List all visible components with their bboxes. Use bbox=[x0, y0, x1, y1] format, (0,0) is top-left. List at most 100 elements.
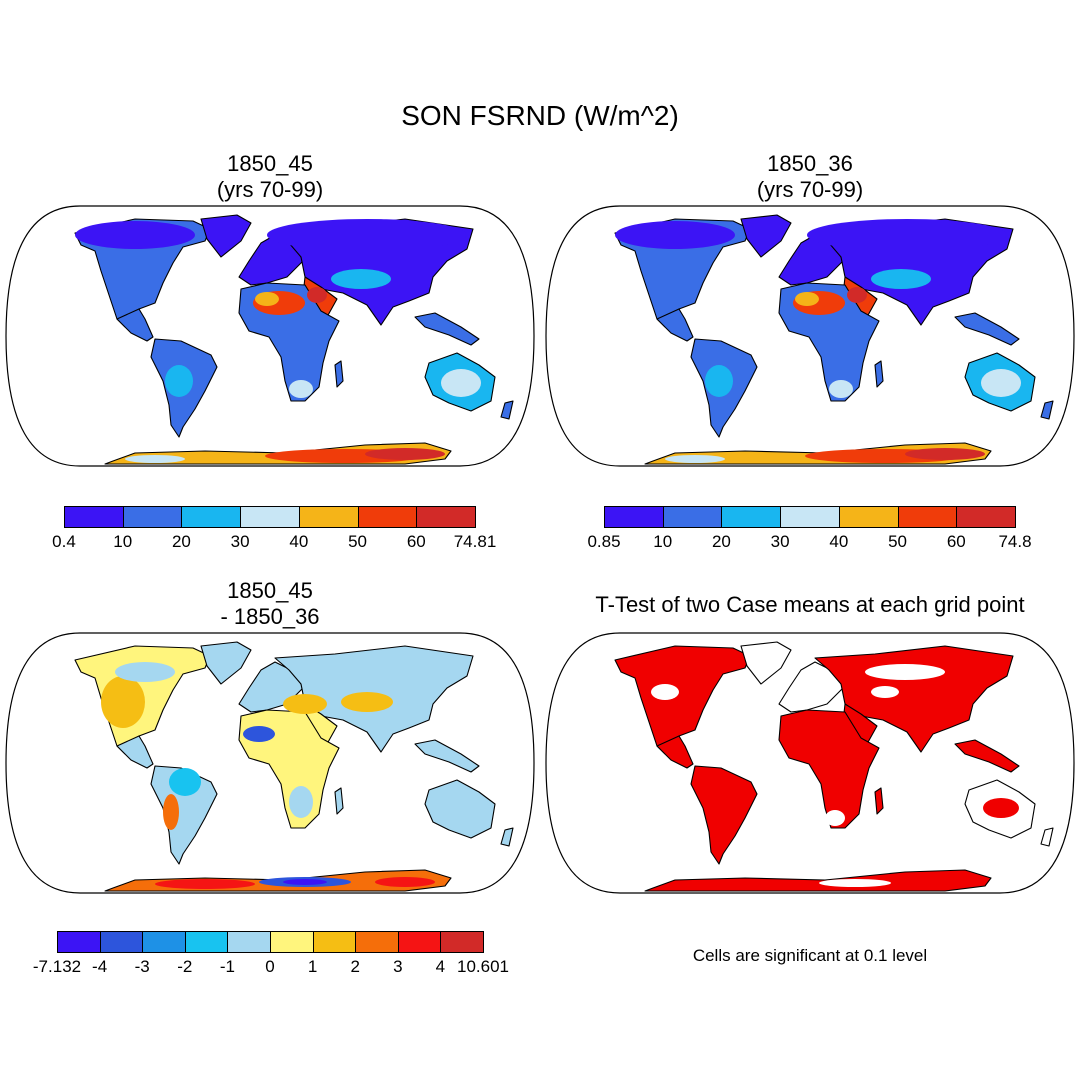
colorbar-box bbox=[397, 931, 442, 953]
map-ttest bbox=[545, 632, 1075, 894]
map-1850-36 bbox=[545, 205, 1075, 467]
region-kalahari bbox=[829, 380, 853, 398]
region-antarctic-peninsula bbox=[665, 455, 725, 463]
region-antarctic-plateau bbox=[905, 448, 985, 460]
colorbar-label: -2 bbox=[177, 957, 193, 976]
colorbar-label: 20 bbox=[711, 532, 731, 551]
colorbar-label: 0.4 bbox=[52, 532, 76, 551]
region-southern-africa bbox=[289, 786, 313, 818]
landmass-nz bbox=[500, 400, 514, 420]
landmass-ca bbox=[656, 308, 694, 342]
region-nonsig-safrica bbox=[825, 810, 845, 826]
region-antarctic-east bbox=[375, 877, 435, 887]
colorbar-box bbox=[357, 506, 418, 528]
landmass-ca bbox=[116, 308, 154, 342]
colorbar-label: 60 bbox=[946, 532, 966, 551]
panel-4-title: T-Test of two Case means at each grid po… bbox=[595, 592, 1025, 617]
region-kalahari bbox=[289, 380, 313, 398]
colorbar-label: -1 bbox=[219, 957, 235, 976]
colorbar-label: 60 bbox=[406, 532, 426, 551]
region-antarctic-peninsula bbox=[125, 455, 185, 463]
colorbar-box bbox=[184, 931, 229, 953]
region-aus-interior bbox=[441, 369, 481, 397]
colorbar-box bbox=[897, 506, 958, 528]
landmass-afr bbox=[778, 709, 880, 829]
map-border bbox=[545, 632, 1075, 894]
region-sig-australia bbox=[983, 798, 1019, 818]
landmass-grl bbox=[740, 641, 792, 685]
landmass-sea bbox=[414, 312, 480, 346]
region-andes bbox=[163, 794, 179, 830]
land-group bbox=[74, 214, 514, 465]
land-group bbox=[614, 214, 1054, 465]
landmass-asia bbox=[814, 645, 1014, 753]
landmass-sea bbox=[414, 739, 480, 773]
colorbar-label: -7.132 bbox=[32, 957, 82, 976]
colorbar-box bbox=[604, 506, 664, 528]
region-siberia bbox=[807, 219, 1007, 251]
landmass-madag bbox=[334, 360, 344, 388]
region-canada bbox=[115, 662, 175, 682]
landmass-ca bbox=[656, 735, 694, 769]
colorbar-label: -3 bbox=[134, 957, 150, 976]
colorbar-box bbox=[270, 931, 314, 953]
landmass-sea bbox=[954, 312, 1020, 346]
landmass-na bbox=[614, 645, 751, 755]
landmass-aus bbox=[424, 779, 496, 839]
colorbar-label: 10 bbox=[113, 532, 133, 551]
colorbar-label: 74.8 bbox=[998, 532, 1032, 551]
landmass-sa bbox=[690, 765, 758, 865]
colorbar-box bbox=[142, 931, 186, 953]
region-central-asia bbox=[871, 269, 931, 289]
region-aus-interior bbox=[981, 369, 1021, 397]
landmass-sa bbox=[150, 765, 218, 865]
panel-1-title: 1850_45 (yrs 70-99) bbox=[135, 151, 405, 203]
figure-title: SON FSRND (W/m^2) bbox=[401, 100, 679, 131]
region-mideast bbox=[283, 694, 327, 714]
landmass-ca bbox=[116, 735, 154, 769]
colorbar-box bbox=[956, 506, 1016, 528]
region-antarctic-min bbox=[283, 879, 327, 885]
colorbar-box bbox=[780, 506, 840, 528]
landmass-grl bbox=[200, 641, 252, 685]
landmass-ant bbox=[644, 869, 992, 892]
landmass-nz bbox=[500, 827, 514, 847]
map-1850-45 bbox=[5, 205, 535, 467]
colorbar-difference: -7.132 -4 -3 -2 -1 0 1 2 3 4 10.601 bbox=[33, 931, 509, 981]
colorbar-box bbox=[99, 931, 144, 953]
landmass-nz bbox=[1040, 400, 1054, 420]
colorbar-label: 1 bbox=[307, 957, 318, 976]
panel-3-title-line1: 1850_45 bbox=[227, 578, 313, 603]
colorbar-label: 74.81 bbox=[453, 532, 497, 551]
map-border bbox=[545, 205, 1075, 467]
region-amazon-south bbox=[705, 365, 733, 397]
colorbar-1850-36: 0.85 10 20 30 40 50 60 74.8 bbox=[587, 506, 1032, 556]
panel-1-title-line1: 1850_45 bbox=[227, 151, 313, 176]
region-nonsig-asia bbox=[871, 686, 899, 698]
landmass-sea bbox=[954, 739, 1020, 773]
colorbar-label: 0.85 bbox=[587, 532, 621, 551]
colorbar-label: 3 bbox=[393, 957, 403, 976]
colorbar-box bbox=[298, 506, 359, 528]
landmass-grl bbox=[740, 214, 792, 258]
region-arctic-na bbox=[75, 221, 195, 249]
colorbar-box bbox=[721, 506, 782, 528]
colorbar-label: 10.601 bbox=[457, 957, 509, 976]
colorbar-box bbox=[227, 931, 271, 953]
colorbar-label: 40 bbox=[829, 532, 849, 551]
colorbar-label: -4 bbox=[92, 957, 108, 976]
region-antarctic-plateau bbox=[365, 448, 445, 460]
region-nonsig-siberia bbox=[865, 664, 945, 680]
region-arabia-core bbox=[847, 287, 867, 303]
colorbar-box bbox=[355, 931, 399, 953]
panel-3-title-line2: - 1850_36 bbox=[220, 604, 320, 629]
landmass-nz bbox=[1040, 827, 1054, 847]
panel-2-title-line2: (yrs 70-99) bbox=[756, 177, 864, 202]
land-group bbox=[614, 641, 1054, 892]
region-sahara-west bbox=[795, 292, 819, 306]
map-border bbox=[5, 632, 535, 894]
colorbar-box bbox=[312, 931, 357, 953]
colorbar-box bbox=[57, 931, 101, 953]
landmass-madag bbox=[334, 787, 344, 815]
colorbar-label: 2 bbox=[350, 957, 360, 976]
